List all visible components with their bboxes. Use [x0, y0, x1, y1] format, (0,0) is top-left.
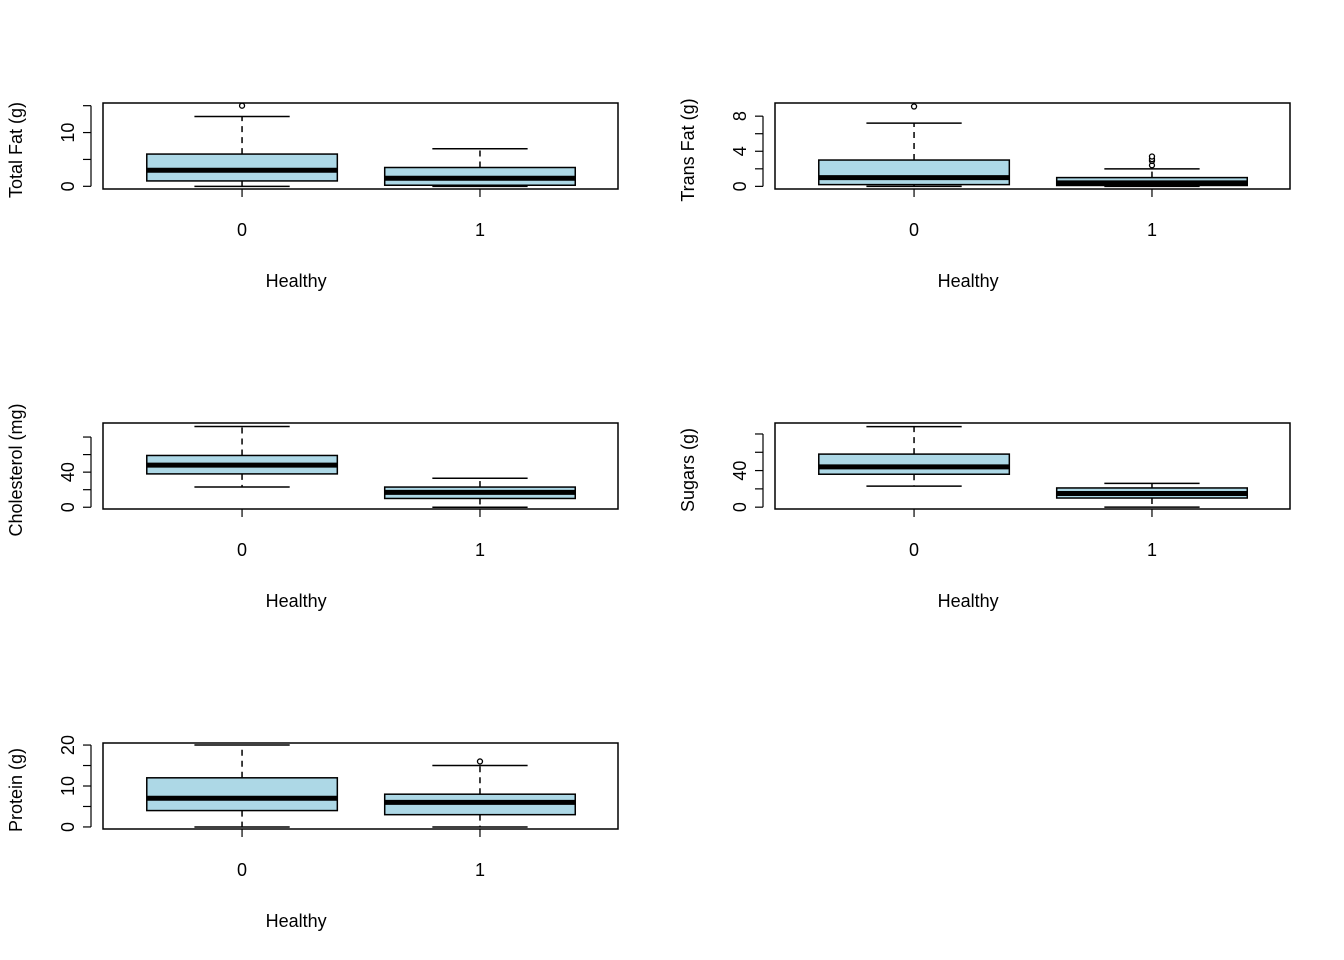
x-tick-label: 0 — [909, 220, 919, 240]
y-tick-label: 4 — [730, 146, 750, 156]
plot-frame — [774, 102, 1291, 190]
box-0 — [146, 425, 339, 488]
y-axis-title: Cholesterol (mg) — [6, 403, 26, 536]
y-tick-label: 8 — [730, 111, 750, 121]
y-tick-label: 10 — [58, 123, 78, 143]
x-axis-title: Healthy — [938, 591, 999, 611]
plot-frame — [102, 422, 619, 510]
box-iqr — [818, 453, 1011, 475]
x-tick-label: 0 — [237, 540, 247, 560]
box-1 — [1055, 482, 1249, 508]
y-tick-label: 0 — [58, 181, 78, 191]
y-tick-label: 0 — [58, 822, 78, 832]
box-0 — [146, 744, 339, 828]
x-tick-label: 0 — [237, 860, 247, 880]
x-tick-label: 1 — [1147, 220, 1157, 240]
x-axis-title: Healthy — [266, 591, 327, 611]
box-1 — [383, 758, 577, 828]
panel-2: 0 4 8 0 1 Healthy Trans Fat (g) — [678, 98, 1291, 291]
x-tick-label: 1 — [475, 220, 485, 240]
y-tick-label: 0 — [730, 502, 750, 512]
box-0 — [818, 103, 1011, 188]
y-axis-title: Protein (g) — [6, 748, 26, 832]
x-tick-label: 1 — [1147, 540, 1157, 560]
y-axis-title: Total Fat (g) — [6, 102, 26, 198]
panel-3: 0 40 0 1 Healthy Cholesterol (mg) — [6, 403, 619, 611]
box-iqr — [818, 159, 1011, 186]
box-iqr — [146, 153, 339, 182]
box-1 — [1055, 153, 1249, 188]
outlier-point — [1148, 153, 1156, 160]
x-tick-label: 0 — [909, 540, 919, 560]
y-tick-label: 40 — [730, 461, 750, 481]
box-1 — [383, 477, 577, 508]
outlier-point — [238, 102, 246, 109]
outlier-point — [476, 758, 484, 765]
y-axis-title: Trans Fat (g) — [678, 98, 698, 201]
x-axis-title: Healthy — [938, 271, 999, 291]
box-0 — [146, 102, 339, 188]
plot-frame — [102, 102, 619, 190]
x-tick-label: 1 — [475, 540, 485, 560]
plot-frame — [774, 422, 1291, 510]
plot-frame — [102, 742, 619, 830]
y-tick-label: 0 — [730, 181, 750, 191]
x-axis-title: Healthy — [266, 911, 327, 931]
x-axis-title: Healthy — [266, 271, 327, 291]
y-tick-label: 10 — [58, 776, 78, 796]
y-tick-label: 20 — [58, 735, 78, 755]
x-tick-label: 0 — [237, 220, 247, 240]
y-axis-title: Sugars (g) — [678, 428, 698, 512]
panel-1: 0 10 0 1 Healthy Total Fat (g) — [6, 102, 619, 291]
box-iqr — [146, 777, 339, 812]
y-tick-label: 0 — [58, 502, 78, 512]
x-tick-label: 1 — [475, 860, 485, 880]
outlier-point — [910, 103, 918, 110]
panel-4: 0 40 0 1 Healthy Sugars (g) — [678, 422, 1291, 611]
box-1 — [383, 147, 577, 188]
panel-5: 0 10 20 0 1 Healthy Protein (g) — [6, 735, 619, 931]
y-tick-label: 40 — [58, 462, 78, 482]
box-0 — [818, 425, 1011, 487]
